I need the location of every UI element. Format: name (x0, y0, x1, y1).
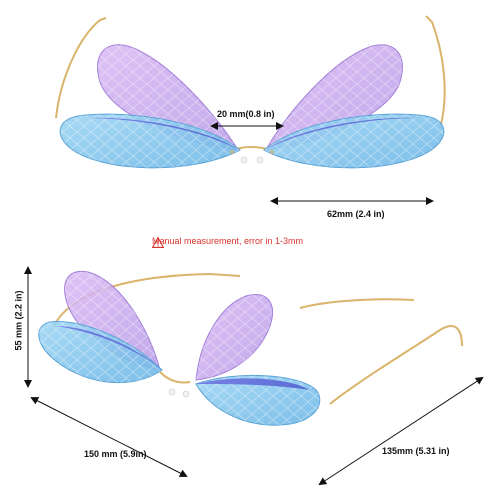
lens-width-label: 62mm (2.4 in) (327, 209, 385, 219)
overall-width-label: 150 mm (5.9in) (84, 449, 147, 459)
temple-length-label: 135mm (5.31 in) (382, 446, 450, 456)
frame-height-label: 55 mm (2.2 in) (13, 290, 24, 351)
top-right-temple (425, 15, 446, 129)
bridge-width-label: 20 mm(0.8 in) (217, 109, 275, 119)
bottom-glasses (38, 270, 463, 426)
top-left-temple (55, 17, 107, 119)
temple-dimension-line (318, 376, 484, 486)
top-glasses (55, 15, 446, 169)
warning-triangle-icon (152, 237, 164, 248)
bottom-bridge (159, 371, 191, 384)
bottom-right-temple (329, 325, 463, 405)
measurement-note: Manual measurement, error in 1-3mm (152, 236, 304, 248)
overall-width-dimension-line (30, 397, 188, 477)
measurement-note-text: Manual measurement, error in 1-3mm (152, 236, 304, 246)
